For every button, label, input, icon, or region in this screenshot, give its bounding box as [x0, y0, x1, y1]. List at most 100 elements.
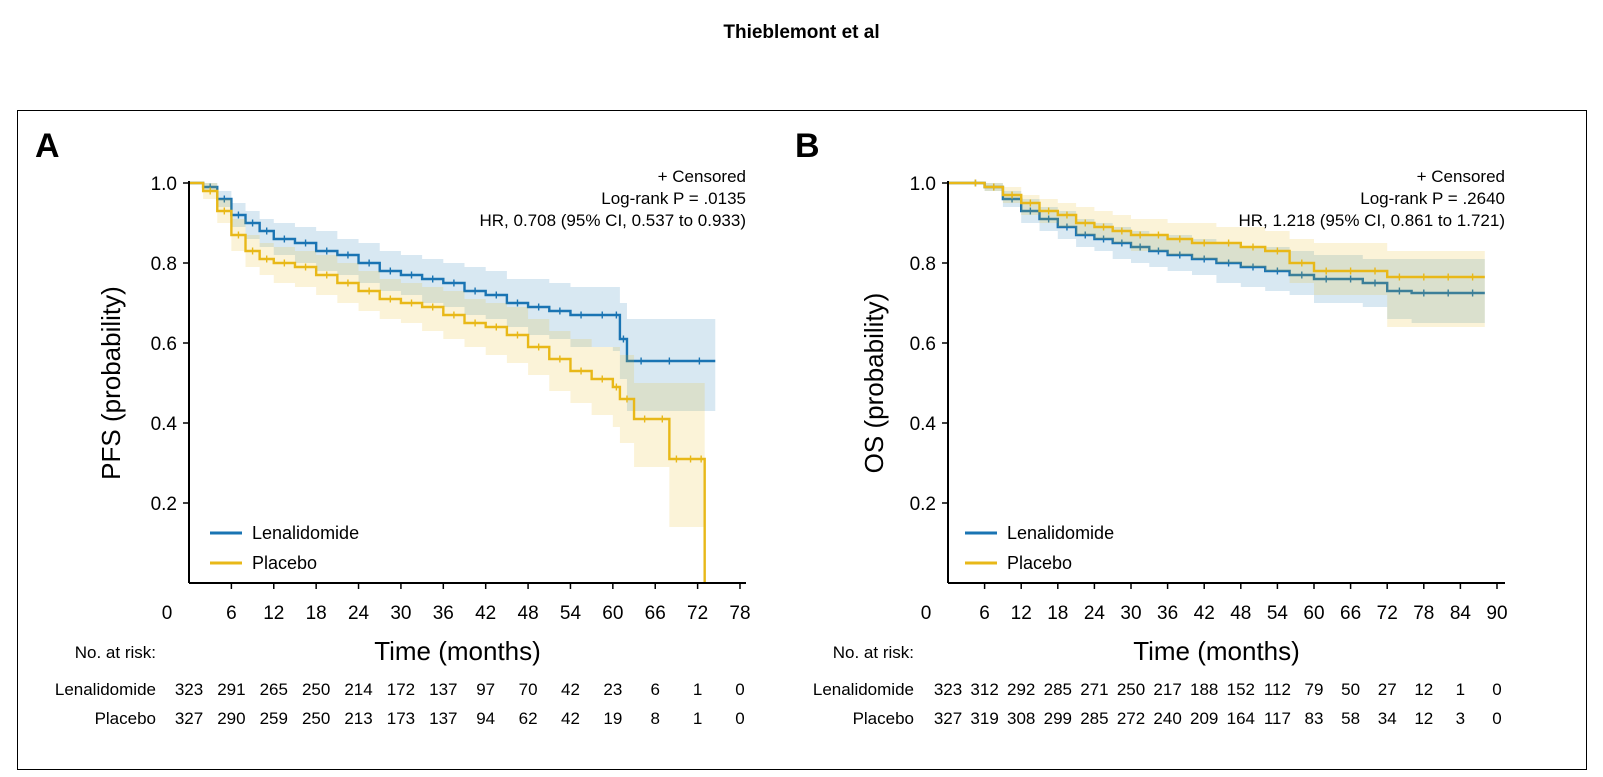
risk-number: 213 — [344, 709, 372, 728]
x-tick-label: 24 — [1084, 603, 1106, 624]
risk-number: 323 — [934, 680, 962, 699]
risk-number: 23 — [603, 680, 622, 699]
risk-number: 319 — [970, 709, 998, 728]
annotation: Log-rank P = .0135 — [601, 189, 746, 208]
x-tick-label: 18 — [306, 603, 327, 624]
risk-number: 327 — [175, 709, 203, 728]
x-tick-label: 18 — [1047, 603, 1068, 624]
y-tick-label: 1.0 — [151, 174, 177, 195]
risk-number: 285 — [1044, 680, 1072, 699]
risk-number: 250 — [302, 680, 330, 699]
panel-letter: B — [795, 127, 820, 165]
risk-number: 250 — [302, 709, 330, 728]
y-tick-label: 0.2 — [151, 494, 177, 515]
x-tick-label: 42 — [1194, 603, 1215, 624]
risk-number: 240 — [1153, 709, 1181, 728]
x-tick-label: 60 — [602, 603, 623, 624]
risk-number: 112 — [1264, 680, 1291, 699]
x-tick-label: 30 — [1120, 603, 1141, 624]
y-tick-label: 0.4 — [910, 414, 937, 435]
risk-number: 272 — [1117, 709, 1145, 728]
ci-band-lenalidomide — [189, 183, 716, 411]
annotation: Log-rank P = .2640 — [1360, 189, 1505, 208]
risk-number: 164 — [1227, 709, 1255, 728]
risk-number: 62 — [519, 709, 538, 728]
annotation: HR, 1.218 (95% CI, 0.861 to 1.721) — [1239, 211, 1506, 230]
x-tick-label: 72 — [687, 603, 708, 624]
risk-number: 12 — [1414, 709, 1433, 728]
risk-number: 83 — [1305, 709, 1324, 728]
x-tick-label: 36 — [433, 603, 454, 624]
y-axis-title: OS (probability) — [859, 293, 889, 474]
risk-number: 8 — [650, 709, 659, 728]
risk-row-label: Lenalidomide — [813, 680, 914, 699]
x-tick-label: 48 — [1230, 603, 1251, 624]
risk-number: 173 — [387, 709, 415, 728]
risk-number: 12 — [1414, 680, 1433, 699]
risk-table-title: No. at risk: — [75, 643, 156, 662]
risk-table-title: No. at risk: — [833, 643, 914, 662]
risk-number: 250 — [1117, 680, 1145, 699]
y-tick-label: 0.6 — [910, 334, 936, 355]
risk-number: 0 — [1492, 680, 1501, 699]
risk-number: 0 — [735, 680, 744, 699]
panel-a: A1.00.80.60.40.20 6 12 18 24 30 36 42 48 54 60 66 72… — [35, 127, 751, 728]
risk-number: 27 — [1378, 680, 1397, 699]
risk-number: 259 — [260, 709, 288, 728]
risk-number: 290 — [217, 709, 245, 728]
risk-number: 50 — [1341, 680, 1360, 699]
risk-number: 291 — [217, 680, 245, 699]
risk-number: 285 — [1080, 709, 1108, 728]
ci-band-placebo — [948, 183, 1485, 327]
risk-number: 172 — [387, 680, 415, 699]
risk-number: 217 — [1153, 680, 1181, 699]
risk-number: 1 — [1456, 680, 1465, 699]
risk-number: 42 — [561, 680, 580, 699]
x-tick-label: 12 — [263, 603, 284, 624]
x-axis-title: Time (months) — [374, 636, 541, 666]
risk-number: 3 — [1456, 709, 1465, 728]
risk-number: 299 — [1044, 709, 1072, 728]
risk-number: 271 — [1080, 680, 1108, 699]
risk-number: 1 — [693, 680, 702, 699]
x-tick-label: 66 — [645, 603, 666, 624]
figure-frame — [17, 110, 1587, 770]
page-title: Thieblemont et al — [723, 22, 880, 43]
risk-number: 42 — [561, 709, 580, 728]
risk-row-label: Placebo — [95, 709, 156, 728]
annotation: + Censored — [658, 167, 746, 186]
risk-number: 0 — [735, 709, 744, 728]
risk-number: 188 — [1190, 680, 1218, 699]
legend-label: Placebo — [1007, 553, 1072, 573]
x-tick-label: 78 — [729, 603, 750, 624]
x-tick-label: 30 — [390, 603, 411, 624]
legend-label: Lenalidomide — [1007, 523, 1114, 543]
x-tick-label: 72 — [1377, 603, 1398, 624]
risk-number: 137 — [429, 709, 457, 728]
risk-number: 79 — [1305, 680, 1324, 699]
x-tick-label: 90 — [1486, 603, 1507, 624]
x-tick-label: 48 — [518, 603, 539, 624]
y-tick-label: 0.8 — [910, 254, 936, 275]
risk-number: 152 — [1227, 680, 1255, 699]
x-tick-label: 6 — [979, 603, 990, 624]
ci-band-placebo — [189, 183, 705, 527]
survival-line-placebo — [189, 181, 706, 583]
x-tick-label: 54 — [1267, 603, 1289, 624]
legend-label: Placebo — [252, 553, 317, 573]
risk-number: 327 — [934, 709, 962, 728]
x-axis-title: Time (months) — [1133, 636, 1300, 666]
x-tick-label: 0 — [921, 603, 932, 624]
x-tick-label: 36 — [1157, 603, 1178, 624]
y-tick-label: 1.0 — [910, 174, 936, 195]
risk-number: 323 — [175, 680, 203, 699]
x-tick-label: 78 — [1413, 603, 1434, 624]
risk-number: 209 — [1190, 709, 1218, 728]
annotation: + Censored — [1417, 167, 1505, 186]
x-tick-label: 84 — [1450, 603, 1472, 624]
x-tick-label: 0 — [162, 603, 173, 624]
x-tick-label: 24 — [348, 603, 370, 624]
risk-number: 137 — [429, 680, 457, 699]
risk-number: 70 — [519, 680, 538, 699]
